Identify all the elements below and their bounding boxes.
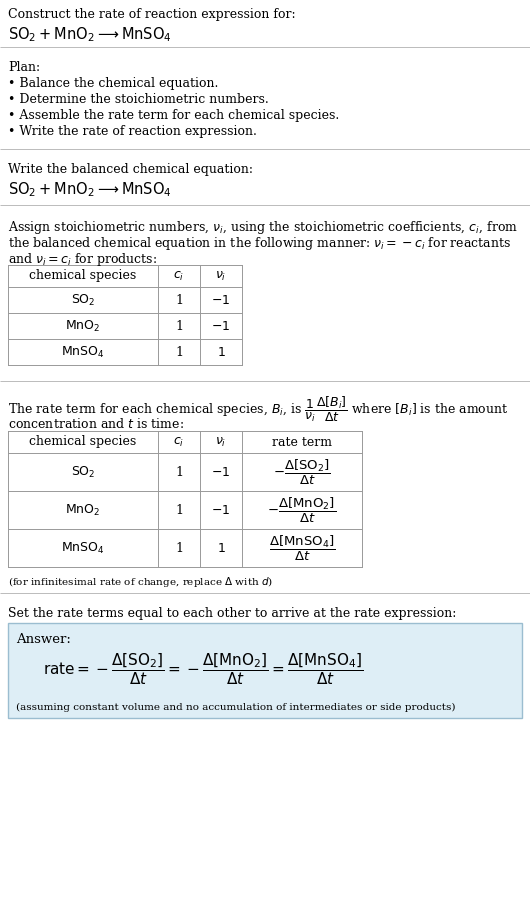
- Bar: [8, 623, 522, 718]
- Text: Set the rate terms equal to each other to arrive at the rate expression:: Set the rate terms equal to each other t…: [8, 607, 456, 620]
- Text: $\mathrm{MnO_2}$: $\mathrm{MnO_2}$: [65, 318, 101, 334]
- Text: $1$: $1$: [217, 541, 225, 554]
- Text: • Assemble the rate term for each chemical species.: • Assemble the rate term for each chemic…: [8, 109, 339, 122]
- Text: Write the balanced chemical equation:: Write the balanced chemical equation:: [8, 163, 253, 176]
- Text: Answer:: Answer:: [16, 633, 71, 646]
- Text: $\mathrm{SO_2 + MnO_2 \longrightarrow MnSO_4}$: $\mathrm{SO_2 + MnO_2 \longrightarrow Mn…: [8, 25, 172, 44]
- Text: $c_i$: $c_i$: [173, 269, 184, 282]
- Text: 1: 1: [175, 503, 183, 517]
- Text: • Balance the chemical equation.: • Balance the chemical equation.: [8, 77, 218, 90]
- Text: 1: 1: [175, 319, 183, 332]
- Text: Assign stoichiometric numbers, $\nu_i$, using the stoichiometric coefficients, $: Assign stoichiometric numbers, $\nu_i$, …: [8, 219, 518, 236]
- Text: (for infinitesimal rate of change, replace $\Delta$ with $d$): (for infinitesimal rate of change, repla…: [8, 575, 273, 589]
- Text: • Write the rate of reaction expression.: • Write the rate of reaction expression.: [8, 125, 257, 138]
- Text: 1: 1: [175, 541, 183, 554]
- Text: $\nu_i$: $\nu_i$: [215, 269, 227, 282]
- Text: $-\dfrac{\Delta[\mathrm{MnO_2}]}{\Delta t}$: $-\dfrac{\Delta[\mathrm{MnO_2}]}{\Delta …: [268, 495, 337, 524]
- Text: rate term: rate term: [272, 436, 332, 449]
- Text: $-\dfrac{\Delta[\mathrm{SO_2}]}{\Delta t}$: $-\dfrac{\Delta[\mathrm{SO_2}]}{\Delta t…: [273, 458, 331, 487]
- Text: Plan:: Plan:: [8, 61, 40, 74]
- Text: $\mathrm{SO_2 + MnO_2 \longrightarrow MnSO_4}$: $\mathrm{SO_2 + MnO_2 \longrightarrow Mn…: [8, 180, 172, 198]
- Text: • Determine the stoichiometric numbers.: • Determine the stoichiometric numbers.: [8, 93, 269, 106]
- Text: chemical species: chemical species: [29, 269, 137, 282]
- Text: concentration and $t$ is time:: concentration and $t$ is time:: [8, 417, 184, 431]
- Text: $\mathrm{SO_2}$: $\mathrm{SO_2}$: [70, 292, 95, 308]
- Text: $\mathrm{rate} = -\dfrac{\Delta[\mathrm{SO_2}]}{\Delta t} = -\dfrac{\Delta[\math: $\mathrm{rate} = -\dfrac{\Delta[\mathrm{…: [43, 651, 364, 687]
- Text: 1: 1: [175, 466, 183, 479]
- Text: 1: 1: [175, 294, 183, 307]
- Text: 1: 1: [175, 346, 183, 359]
- Text: $\mathrm{MnSO_4}$: $\mathrm{MnSO_4}$: [61, 345, 105, 359]
- Text: the balanced chemical equation in the following manner: $\nu_i = -c_i$ for react: the balanced chemical equation in the fo…: [8, 235, 511, 252]
- Text: $-1$: $-1$: [211, 319, 231, 332]
- Text: $-1$: $-1$: [211, 294, 231, 307]
- Text: $\dfrac{\Delta[\mathrm{MnSO_4}]}{\Delta t}$: $\dfrac{\Delta[\mathrm{MnSO_4}]}{\Delta …: [269, 533, 335, 562]
- Text: $-1$: $-1$: [211, 503, 231, 517]
- Text: Construct the rate of reaction expression for:: Construct the rate of reaction expressio…: [8, 8, 296, 21]
- Text: chemical species: chemical species: [29, 436, 137, 449]
- Text: (assuming constant volume and no accumulation of intermediates or side products): (assuming constant volume and no accumul…: [16, 703, 455, 713]
- Text: $c_i$: $c_i$: [173, 436, 184, 449]
- Text: $1$: $1$: [217, 346, 225, 359]
- Text: The rate term for each chemical species, $B_i$, is $\dfrac{1}{\nu_i}\dfrac{\Delt: The rate term for each chemical species,…: [8, 395, 509, 424]
- Text: $-1$: $-1$: [211, 466, 231, 479]
- Text: $\mathrm{SO_2}$: $\mathrm{SO_2}$: [70, 464, 95, 480]
- Text: and $\nu_i = c_i$ for products:: and $\nu_i = c_i$ for products:: [8, 251, 157, 268]
- Text: $\mathrm{MnO_2}$: $\mathrm{MnO_2}$: [65, 502, 101, 518]
- Text: $\mathrm{MnSO_4}$: $\mathrm{MnSO_4}$: [61, 541, 105, 555]
- Text: $\nu_i$: $\nu_i$: [215, 436, 227, 449]
